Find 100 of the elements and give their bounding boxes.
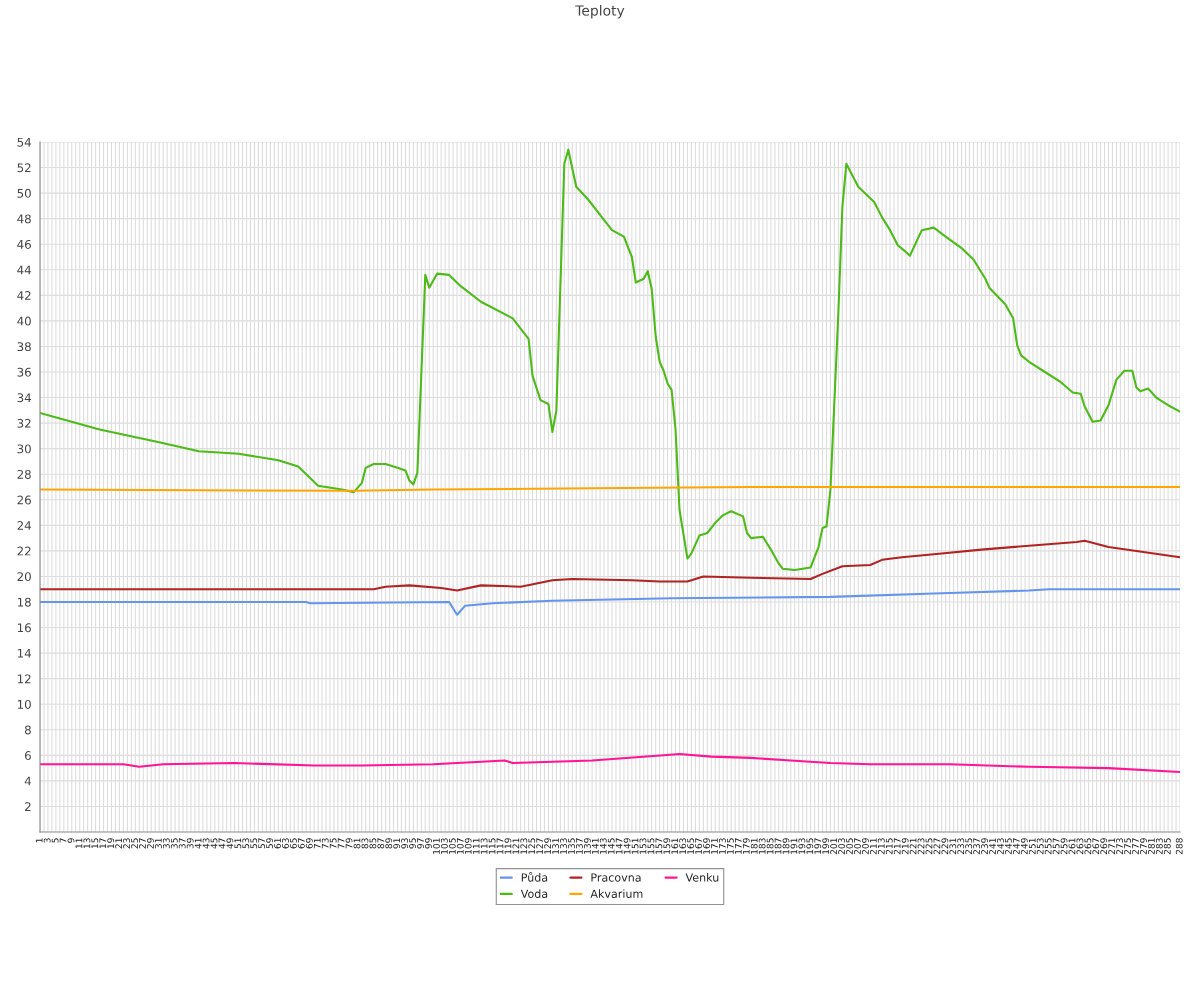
x-tick-label: 77: [337, 838, 345, 849]
x-tick-label: 231: [949, 838, 957, 855]
x-tick-label: 133: [560, 838, 567, 854]
x-tick-label: 153: [639, 838, 647, 854]
y-tick-label: 52: [17, 163, 31, 173]
x-tick-label: 123: [520, 838, 528, 854]
x-tick-label: 225: [925, 838, 933, 855]
x-tick-label: 107: [456, 838, 464, 854]
x-tick-label: 255: [1044, 838, 1052, 855]
x-tick-label: 155: [647, 838, 655, 854]
x-tick-label: 163: [679, 838, 687, 854]
x-tick-label: 269: [1100, 838, 1108, 855]
x-tick-label: 47: [218, 838, 226, 849]
x-tick-label: 283: [1155, 838, 1163, 855]
y-tick-label: 30: [17, 444, 31, 454]
x-tick-label: 25: [131, 838, 138, 849]
x-tick-label: 45: [210, 838, 218, 849]
line-series: [40, 588, 1180, 616]
x-tick-label: 5: [51, 838, 59, 843]
x-tick-label: 21: [115, 838, 122, 849]
x-tick-label: 207: [854, 838, 861, 855]
x-tick-label: 59: [266, 838, 273, 849]
x-tick-label: 247: [1012, 838, 1020, 855]
x-tick-label: 3: [43, 838, 51, 843]
x-tick-label: 249: [1020, 838, 1028, 855]
y-tick-label: 42: [17, 291, 31, 300]
y-tick-label: 50: [17, 188, 31, 198]
x-tick-label: 187: [774, 838, 782, 854]
x-tick-label: 271: [1108, 838, 1115, 855]
x-tick-label: 43: [202, 838, 210, 849]
x-tick-label: 7: [59, 838, 67, 843]
legend-label: Voda: [520, 889, 548, 898]
y-tick-label: 28: [17, 469, 31, 479]
x-tick-label: 121: [512, 838, 520, 854]
x-tick-label: 99: [425, 838, 432, 849]
y-tick-label: 22: [17, 546, 31, 556]
x-tick-label: 159: [663, 838, 671, 854]
x-tick-label: 279: [1140, 838, 1147, 855]
x-tick-label: 19: [107, 838, 115, 849]
x-tick-label: 173: [719, 838, 726, 854]
x-tick-label: 51: [234, 838, 242, 849]
x-tick-label: 179: [742, 838, 750, 854]
x-tick-label: 115: [488, 838, 496, 854]
x-tick-label: 113: [480, 838, 488, 854]
x-tick-label: 103: [440, 838, 448, 854]
x-tick-label: 49: [226, 838, 234, 849]
x-tick-label: 91: [393, 838, 401, 849]
x-tick-label: 273: [1116, 838, 1124, 855]
x-tick-label: 199: [822, 838, 830, 854]
x-tick-label: 97: [417, 838, 424, 849]
x-tick-label: 261: [1068, 838, 1076, 855]
y-tick-label: 26: [17, 495, 31, 505]
x-tick-label: 93: [401, 838, 409, 849]
x-tick-label: 169: [703, 838, 710, 854]
y-tick-label: 14: [17, 648, 31, 658]
x-tick-label: 277: [1132, 838, 1139, 855]
x-tick-label: 111: [472, 838, 480, 854]
x-tick-label: 63: [282, 838, 289, 849]
x-tick-label: 239: [981, 838, 988, 855]
x-tick-label: 23: [123, 838, 131, 849]
y-tick-label: 38: [17, 342, 31, 352]
x-tick-label: 219: [901, 838, 909, 855]
x-tick-label: 241: [989, 838, 996, 855]
x-tick-label: 195: [806, 838, 814, 854]
x-tick-label: 221: [909, 838, 917, 855]
x-tick-label: 17: [99, 838, 107, 849]
x-tick-label: 61: [274, 838, 281, 849]
x-tick-label: 213: [877, 838, 885, 855]
legend-label: Pracovna: [591, 873, 641, 882]
x-tick-label: 161: [671, 838, 679, 854]
x-tick-label: 101: [433, 838, 440, 854]
x-tick-label: 1: [35, 838, 43, 843]
x-tick-label: 183: [758, 838, 766, 854]
x-tick-label: 229: [941, 838, 949, 855]
y-tick-label: 24: [17, 521, 31, 530]
line-series: [40, 753, 1180, 773]
chart-title: Teploty: [575, 5, 625, 19]
x-tick-label: 31: [154, 838, 162, 849]
x-tick-label: 75: [329, 838, 337, 849]
x-tick-label: 33: [162, 838, 170, 849]
x-tick-label: 201: [830, 838, 838, 855]
y-tick-label: 54: [17, 137, 31, 147]
x-tick-label: 87: [377, 838, 385, 849]
y-tick-label: 44: [17, 265, 31, 275]
x-tick-label: 171: [711, 838, 718, 854]
x-tick-label: 235: [965, 838, 973, 855]
x-tick-label: 145: [607, 838, 615, 854]
x-tick-label: 165: [687, 838, 695, 854]
y-tick-label: 12: [17, 674, 31, 684]
x-tick-label: 35: [170, 838, 178, 849]
x-tick-label: 83: [361, 838, 369, 849]
x-tick-label: 243: [997, 838, 1004, 855]
x-tick-label: 149: [623, 838, 631, 854]
line-series: [40, 539, 1180, 592]
x-tick-label: 139: [583, 838, 591, 854]
x-tick-label: 197: [814, 838, 822, 854]
x-tick-label: 15: [91, 838, 99, 849]
x-tick-label: 288: [1175, 838, 1183, 855]
x-tick-label: 67: [297, 838, 305, 849]
x-tick-label: 109: [464, 838, 472, 854]
